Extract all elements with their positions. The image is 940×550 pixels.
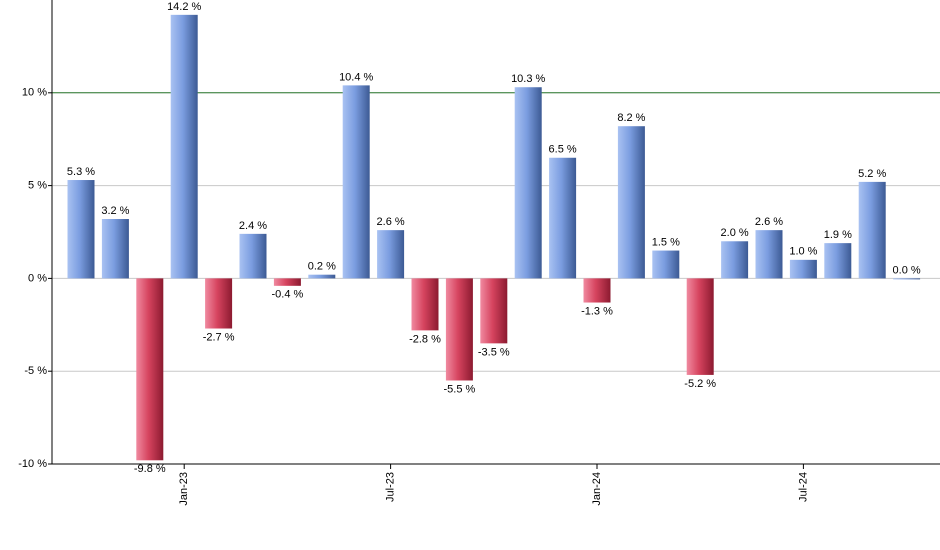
bar xyxy=(308,274,336,279)
value-label: 0.0 % xyxy=(893,264,921,276)
value-label: -2.7 % xyxy=(203,331,235,343)
x-tick-label: Jul-24 xyxy=(797,472,809,502)
bar xyxy=(755,230,783,279)
value-label: 2.0 % xyxy=(721,227,749,239)
bar xyxy=(377,230,405,279)
value-label: 10.3 % xyxy=(511,73,545,85)
bar xyxy=(411,278,439,331)
bar xyxy=(480,278,508,344)
y-tick-label: -10 % xyxy=(18,458,47,470)
bar xyxy=(617,126,645,279)
bar xyxy=(721,241,749,279)
x-tick-label: Jul-23 xyxy=(385,472,397,502)
y-tick-label: 0 % xyxy=(28,272,47,284)
value-label: 2.4 % xyxy=(239,220,267,232)
y-tick-label: 10 % xyxy=(22,87,47,99)
bar xyxy=(824,243,852,279)
value-label: -3.5 % xyxy=(478,346,510,358)
value-label: -0.4 % xyxy=(272,289,304,301)
value-label: 10.4 % xyxy=(339,71,373,83)
bar xyxy=(170,14,198,279)
value-label: -9.8 % xyxy=(134,463,166,475)
bar xyxy=(205,278,233,329)
x-tick-label: Jan-24 xyxy=(591,472,603,506)
bar xyxy=(445,278,473,381)
value-label: 1.5 % xyxy=(652,236,680,248)
x-tick-label: Jan-23 xyxy=(178,472,190,506)
value-label: 5.3 % xyxy=(67,166,95,178)
y-tick-label: 5 % xyxy=(28,180,47,192)
bar xyxy=(652,250,680,279)
bar xyxy=(67,180,95,279)
value-label: 3.2 % xyxy=(101,205,129,217)
bar xyxy=(549,157,577,279)
bar xyxy=(514,87,542,279)
value-label: -5.5 % xyxy=(444,383,476,395)
value-label: -1.3 % xyxy=(581,305,613,317)
bar xyxy=(136,278,164,461)
value-label: 5.2 % xyxy=(858,168,886,180)
value-label: 2.6 % xyxy=(377,216,405,228)
value-label: -5.2 % xyxy=(684,378,716,390)
value-label: 14.2 % xyxy=(167,1,201,13)
value-label: -2.8 % xyxy=(409,333,441,345)
bar xyxy=(342,85,370,279)
bar xyxy=(789,259,817,279)
value-label: 8.2 % xyxy=(617,112,645,124)
bar xyxy=(273,278,301,286)
bar xyxy=(583,278,611,303)
value-label: 6.5 % xyxy=(549,144,577,156)
y-tick-label: -5 % xyxy=(24,365,47,377)
value-label: 1.9 % xyxy=(824,229,852,241)
bar xyxy=(858,181,886,279)
value-label: 2.6 % xyxy=(755,216,783,228)
bar xyxy=(686,278,714,375)
value-label: 1.0 % xyxy=(789,246,817,258)
bar xyxy=(239,233,267,279)
bar xyxy=(893,278,921,280)
value-label: 0.2 % xyxy=(308,261,336,273)
bar xyxy=(101,219,129,279)
